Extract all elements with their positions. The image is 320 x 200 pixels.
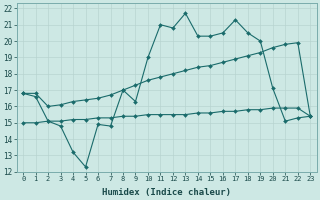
X-axis label: Humidex (Indice chaleur): Humidex (Indice chaleur)	[102, 188, 231, 197]
